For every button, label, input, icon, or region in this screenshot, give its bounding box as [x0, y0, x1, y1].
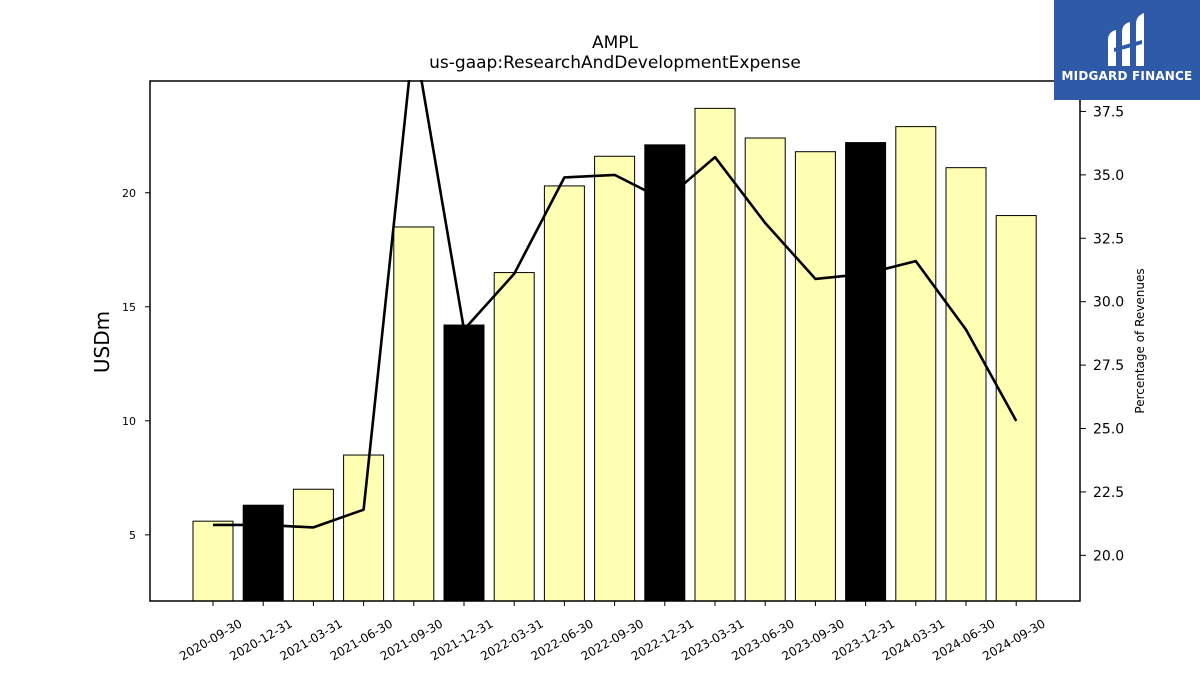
right-tick-label-20.0: 20.0 — [1093, 548, 1124, 564]
bar-2023-09-30 — [794, 151, 836, 602]
x-axis: 2020-09-302020-12-312021-03-312021-06-30… — [177, 601, 1048, 663]
bar-2021-09-30 — [393, 226, 435, 602]
midgard-logo-icon — [1108, 13, 1144, 66]
right-tick-label-37.5: 37.5 — [1093, 104, 1124, 120]
bar-2021-12-31 — [443, 324, 485, 602]
right-tick-label-25.0: 25.0 — [1093, 422, 1124, 438]
bar-2022-09-30 — [594, 155, 636, 602]
midgard-finance-logo: MIDGARD FINANCE — [1054, 0, 1200, 100]
bar-2020-12-31 — [242, 504, 284, 602]
logo-text: MIDGARD FINANCE — [1061, 69, 1193, 83]
right-tick-label-27.5: 27.5 — [1093, 358, 1124, 374]
left-tick-label-10: 10 — [122, 415, 136, 428]
right-tick-label-22.5: 22.5 — [1093, 485, 1124, 501]
chart-title: AMPL — [591, 33, 639, 53]
chart-subtitle: us-gaap:ResearchAndDevelopmentExpense — [429, 53, 801, 73]
bar-2024-03-31 — [895, 126, 937, 602]
bars-layer — [192, 107, 1037, 602]
bar-2022-06-30 — [543, 185, 585, 602]
right-tick-label-30.0: 30.0 — [1093, 295, 1124, 311]
bar-2021-06-30 — [343, 454, 385, 602]
right-tick-label-35.0: 35.0 — [1093, 168, 1124, 184]
bar-2024-09-30 — [995, 215, 1037, 602]
bar-2024-06-30 — [945, 167, 987, 602]
percentage-of-revenues-line — [213, 80, 1018, 529]
bar-2021-03-31 — [292, 488, 334, 602]
left-tick-label-5: 5 — [129, 529, 136, 542]
left-tick-label-20: 20 — [122, 187, 136, 200]
bar-2023-12-31 — [845, 142, 887, 602]
y-axis-label: USDm — [90, 311, 114, 373]
right-y-axis: 20.0 22.5 25.0 27.5 30.0 32.5 35.0 37.5 — [1080, 104, 1124, 564]
bar-2023-03-31 — [694, 107, 736, 602]
bar-2020-09-30 — [192, 520, 234, 602]
secondary-y-axis-label: Percentage of Revenues — [1133, 268, 1147, 413]
left-tick-label-15: 15 — [122, 301, 136, 314]
left-y-axis: 5 10 15 20 — [122, 187, 150, 542]
right-tick-label-32.5: 32.5 — [1093, 231, 1124, 247]
bar-2022-12-31 — [644, 144, 686, 602]
bar-2022-03-31 — [493, 272, 535, 602]
bar-2023-06-30 — [744, 137, 786, 602]
